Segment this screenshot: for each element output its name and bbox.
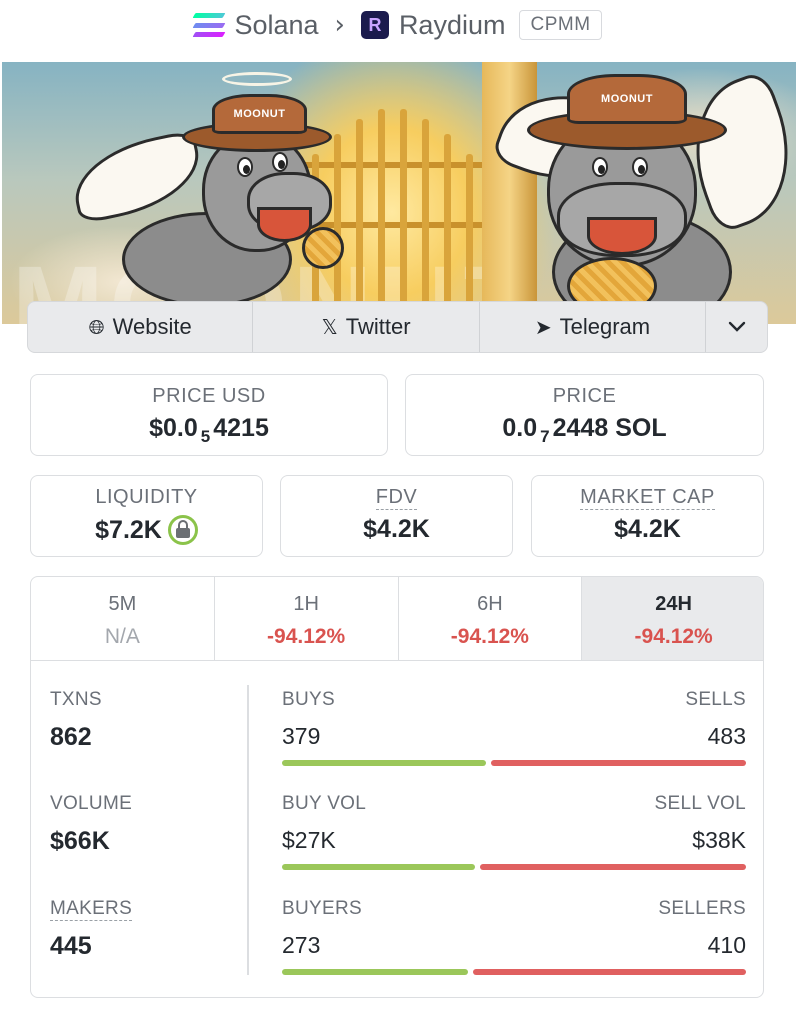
globe-icon: 🌐︎ — [88, 315, 105, 339]
volume-bar — [282, 864, 746, 870]
sellers-bar-fill — [473, 969, 746, 975]
social-links-bar: 🌐︎ Website 𝕏 Twitter ➤ Telegram — [27, 301, 768, 353]
makers-bar — [282, 969, 746, 975]
sells-value: 483 — [707, 723, 746, 749]
fdv-value: $4.2K — [363, 515, 430, 543]
price-usd-value: $0.0 5 4215 — [149, 414, 269, 446]
more-links-button[interactable] — [706, 302, 767, 352]
makers-label[interactable]: MAKERS — [50, 898, 133, 921]
txns-value: 862 — [50, 723, 92, 751]
tab-5m-change: N/A — [104, 625, 140, 648]
makers-row: MAKERS 445 BUYERS SELLERS 273 410 — [31, 898, 763, 997]
tab-1h-change: -94.12% — [267, 625, 346, 648]
market-cap-value: $4.2K — [614, 515, 681, 543]
price-usd-label: PRICE USD — [152, 385, 266, 407]
market-cap-card: MARKET CAP $4.2K — [531, 475, 764, 557]
lock-icon[interactable] — [167, 515, 198, 545]
liquidity-card: LIQUIDITY $7.2K — [30, 475, 263, 557]
buys-label: BUYS — [282, 689, 335, 710]
buyers-bar-fill — [282, 969, 468, 975]
tab-6h[interactable]: 6H -94.12% — [399, 577, 583, 660]
volume-value: $66K — [50, 827, 110, 855]
price-native-card: PRICE 0.0 7 2448 SOL — [405, 374, 764, 456]
sell-vol-bar-fill — [480, 864, 746, 870]
twitter-link[interactable]: 𝕏 Twitter — [253, 302, 480, 352]
volume-row: VOLUME $66K BUY VOL SELL VOL $27K $38K — [31, 793, 763, 893]
hippo-right-illustration: MOONUT — [490, 62, 796, 324]
txns-label: TXNS — [50, 689, 102, 710]
sellers-label: SELLERS — [658, 898, 746, 919]
x-logo-icon: 𝕏 — [321, 315, 338, 339]
chevron-down-icon — [728, 321, 745, 332]
fdv-label[interactable]: FDV — [375, 486, 418, 510]
makers-value: 445 — [50, 932, 92, 960]
solana-logo-icon — [193, 13, 226, 37]
trading-stats-panel: 5M N/A 1H -94.12% 6H -94.12% 24H -94.12%… — [30, 576, 764, 998]
tab-24h[interactable]: 24H -94.12% — [582, 577, 763, 660]
liquidity-label: LIQUIDITY — [95, 486, 198, 508]
buy-vol-value: $27K — [282, 827, 336, 853]
buys-sells-bar — [282, 760, 746, 766]
telegram-icon: ➤ — [534, 315, 552, 339]
sell-vol-value: $38K — [692, 827, 746, 853]
telegram-link[interactable]: ➤ Telegram — [480, 302, 707, 352]
tab-6h-change: -94.12% — [450, 625, 529, 648]
raydium-logo-icon: R — [360, 11, 389, 39]
buyers-label: BUYERS — [282, 898, 362, 919]
breadcrumb-chain[interactable]: Solana — [234, 9, 319, 40]
buys-bar-fill — [282, 760, 486, 766]
buy-vol-bar-fill — [282, 864, 475, 870]
buyers-value: 273 — [282, 932, 321, 958]
website-link[interactable]: 🌐︎ Website — [28, 302, 254, 352]
hippo-left-illustration: MOONUT — [66, 72, 352, 322]
token-banner-image: MOONUT MOONUT MOONUT — [2, 62, 796, 324]
market-cap-label[interactable]: MARKET CAP — [580, 486, 715, 510]
sells-bar-fill — [491, 760, 746, 766]
pool-type-badge: CPMM — [519, 10, 602, 40]
sell-vol-label: SELL VOL — [654, 793, 746, 814]
breadcrumb-dex[interactable]: Raydium — [398, 9, 506, 40]
price-native-label: PRICE — [552, 385, 617, 407]
liquidity-value: $7.2K — [95, 515, 162, 544]
sells-label: SELLS — [685, 689, 746, 710]
txns-row: TXNS 862 BUYS SELLS 379 483 — [31, 689, 763, 789]
price-usd-card: PRICE USD $0.0 5 4215 — [30, 374, 388, 456]
stats-divider — [247, 685, 249, 975]
sellers-value: 410 — [707, 932, 746, 958]
telegram-label: Telegram — [559, 314, 651, 339]
chevron-right-icon: › — [334, 10, 345, 40]
hat-text-right: MOONUT — [601, 93, 653, 105]
volume-label: VOLUME — [50, 793, 133, 814]
timeframe-tabs: 5M N/A 1H -94.12% 6H -94.12% 24H -94.12% — [31, 577, 763, 661]
tab-24h-change: -94.12% — [634, 625, 713, 648]
breadcrumb: Solana › R Raydium CPMM — [0, 0, 796, 50]
fdv-card: FDV $4.2K — [280, 475, 513, 557]
website-label: Website — [112, 314, 192, 339]
twitter-label: Twitter — [345, 314, 411, 339]
buys-value: 379 — [282, 723, 321, 749]
tab-1h[interactable]: 1H -94.12% — [215, 577, 399, 660]
tab-5m[interactable]: 5M N/A — [31, 577, 215, 660]
buy-vol-label: BUY VOL — [282, 793, 367, 814]
hat-text-left: MOONUT — [233, 108, 286, 120]
price-native-value: 0.0 7 2448 SOL — [502, 414, 667, 446]
